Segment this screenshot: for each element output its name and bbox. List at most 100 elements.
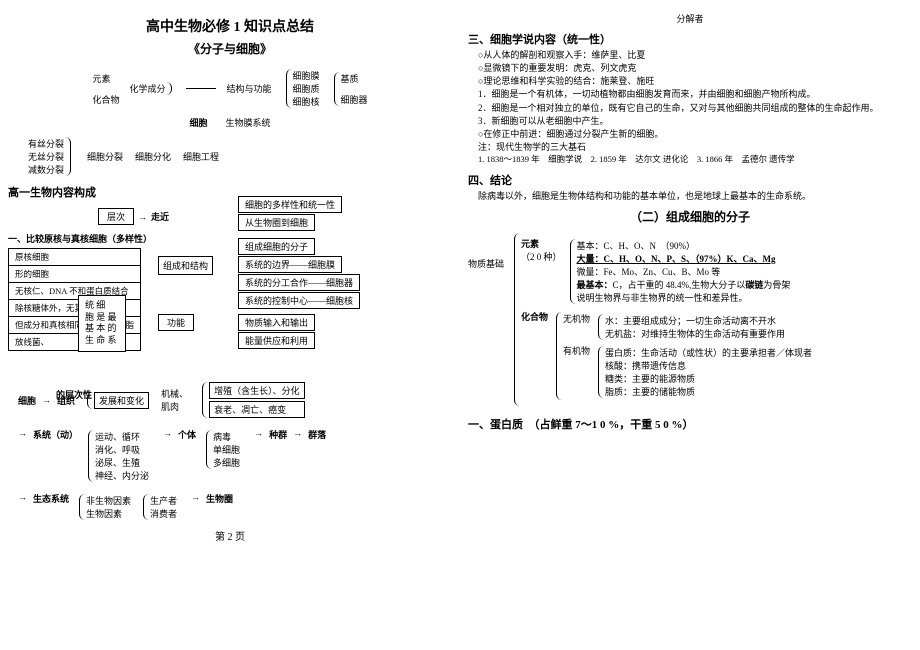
section-a: 高一生物内容构成: [8, 184, 452, 200]
box-biosphere: 从生物圈到细胞: [238, 214, 315, 231]
basic: 基本：C、H、O、N （90%）: [577, 239, 791, 252]
cell-eng: 细胞工程: [183, 150, 219, 163]
mech: 机械、: [161, 387, 188, 400]
elements-label-col: 元素 （2 0 种）: [521, 237, 562, 263]
sys1: 消化、呼吸: [95, 443, 149, 456]
box-boundary: 系统的边界——细胞膜: [238, 256, 342, 273]
ov-l2: 胞 是 最: [85, 312, 119, 324]
abiotic: 非生物因素: [86, 494, 131, 507]
walkin: 走近: [151, 210, 169, 223]
page-number: 第 2 页: [8, 528, 452, 543]
compound-label-r: 化合物: [521, 310, 548, 323]
bio-brace: 生产者 消费者: [143, 494, 177, 520]
organic: 有机物: [563, 344, 590, 357]
ov-l3: 基 本 的: [85, 323, 119, 335]
level-walkin: 层次 → 走近: [98, 208, 169, 225]
elements-count: （2 0 种）: [521, 250, 562, 263]
cell-bold: 细胞: [189, 116, 207, 129]
box-diversity: 细胞的多样性和统一性: [238, 196, 342, 213]
comp-struct: 组成和结构: [163, 261, 208, 271]
flow-area: 层次 → 走近 细胞的多样性和统一性 从生物圈到细胞 一、比较原核与真核细胞（多…: [8, 202, 452, 362]
r3-7: 注：现代生物学的三大基石: [478, 141, 912, 153]
sys2: 泌尿、生殖: [95, 456, 149, 469]
div-types: 有丝分裂 无丝分裂 减数分裂: [28, 137, 71, 176]
sec4-heading: 四、结论: [468, 172, 912, 188]
three-bases: 1. 1838～1839 年 细胞学说 2. 1859 年 达尔文 进化论 3.…: [478, 154, 912, 165]
biosphere: 生物圈: [206, 492, 233, 505]
sec-protein: 一、蛋白质 （占鲜重 7～1 0 %，干重 5 0 %）: [468, 416, 912, 432]
box-transport: 物质输入和输出: [238, 314, 315, 331]
r3-1: ○显微镜下的重要发明：虎克、列文虎克: [478, 62, 912, 74]
elements-label: 元素: [92, 72, 119, 85]
elements-brace: 基本：C、H、O、N （90%） 大量：C、H、O、N、P、S、（97%）K、C…: [570, 239, 791, 304]
trace: 微量：Fe、Mo、Zn、Cu、B、Mo 等: [577, 265, 791, 278]
mitosis: 有丝分裂: [28, 137, 64, 150]
decomposer: 分解者: [468, 12, 912, 25]
comp-struct-box: 组成和结构: [158, 256, 213, 275]
population: 种群: [269, 428, 287, 441]
chem-label: 化学成分: [129, 82, 165, 95]
ov-l4: 生 命 系: [85, 335, 119, 347]
brace-right: 基质 细胞器: [334, 72, 368, 106]
conclusion: 除病毒以外，细胞是生物体结构和功能的基本单位，也是地球上最基本的生命系统。: [478, 190, 912, 202]
sys-items: 运动、循环 消化、呼吸 泌尿、生殖 神经、内分泌: [88, 430, 149, 482]
struct-func: 结构与功能: [226, 82, 271, 95]
top-tree: 元素 化合物 化学成分 结构与功能 细胞膜 细胞质 细胞核 基质 细胞器: [8, 67, 452, 110]
producer: 生产者: [150, 494, 177, 507]
box-energy: 能量供应和利用: [238, 332, 315, 349]
elements-label-r: 元素: [521, 237, 562, 250]
membrane: 细胞膜: [293, 69, 320, 82]
r3-4: 2．细胞是一个相对独立的单位，既有它自己的生命，又对与其他细胞共同组成的整体的生…: [478, 102, 912, 114]
system: 系统（动）: [33, 428, 78, 441]
material-base: 物质基础: [468, 257, 504, 270]
part2-title: （二）组成细胞的分子: [468, 208, 912, 225]
inorganic: 无机物: [563, 312, 590, 325]
tissue-brace: 发展和变化: [87, 392, 149, 409]
overlay-vertical-box: 统 细 胞 是 最 基 本 的 生 命 系: [78, 295, 126, 352]
ov-l1: 统 细: [85, 300, 119, 312]
water: 水：主要组成成分；一切生命活动离不开水: [605, 314, 785, 327]
brace-struct: 细胞膜 细胞质 细胞核: [286, 69, 320, 108]
community: 群落: [308, 428, 326, 441]
sugar: 糖类：主要的能源物质: [605, 372, 812, 385]
matbase-col: 物质基础: [468, 257, 504, 270]
growth-brace: 增殖（含生长）、分化 衰老、凋亡、癌变: [202, 382, 305, 418]
matbase-brace: 元素 （2 0 种） 基本：C、H、O、N （90%） 大量：C、H、O、N、P…: [514, 233, 812, 406]
salt: 无机盐：对维持生物体的生命活动有重要作用: [605, 327, 785, 340]
right-page: 分解者 三、细胞学说内容（统一性） ○从人体的解剖和观察入手：维萨里、比夏 ○显…: [460, 0, 920, 650]
r3-0: ○从人体的解剖和观察入手：维萨里、比夏: [478, 49, 912, 61]
most-basic: 最基本：C，占干重的 48.4%,生物大分子以碳链为骨架: [577, 278, 791, 291]
compare-heading: 一、比较原核与真核细胞（多样性）: [8, 232, 152, 245]
protein: 蛋白质：生命活动（或性状）的主要承担者／体现者: [605, 346, 812, 359]
box-growth: 增殖（含生长）、分化: [209, 382, 305, 399]
major: 大量：C、H、O、N、P、S、（97%）K、Ca、Mg: [577, 252, 791, 265]
cytoplasm: 细胞质: [293, 82, 320, 95]
biotic: 生物因素: [86, 507, 131, 520]
sys3: 神经、内分泌: [95, 469, 149, 482]
sec3-heading: 三、细胞学说内容（统一性）: [468, 31, 912, 47]
level: 层次: [98, 208, 134, 225]
muscle: 肌肉: [161, 400, 188, 413]
grid-r0: 原核细胞: [9, 249, 141, 266]
na: 核酸：携带遗传信息: [605, 359, 812, 372]
biomembrane: 生物膜系统: [226, 116, 271, 129]
box-aging: 衰老、凋亡、癌变: [209, 401, 305, 418]
matrix: 基质: [341, 72, 368, 85]
amitosis: 无丝分裂: [28, 150, 64, 163]
r3-5: 3．新细胞可以从老细胞中产生。: [478, 115, 912, 127]
inorg-brace: 水：主要组成成分；一切生命活动离不开水 无机盐：对维持生物体的生命活动有重要作用: [598, 314, 785, 340]
org-brace: 蛋白质：生命活动（或性状）的主要承担者／体现者 核酸：携带遗传信息 糖类：主要的…: [598, 346, 812, 398]
consumer: 消费者: [150, 507, 177, 520]
virus: 病毒: [213, 430, 240, 443]
r3-6: ○在修正中前进：细胞通过分裂产生新的细胞。: [478, 128, 912, 140]
individual: 个体: [178, 428, 196, 441]
lipid: 脂质：主要的储能物质: [605, 385, 812, 398]
indiv-brace: 病毒 单细胞 多细胞: [206, 430, 240, 469]
grid-r1: 形的细胞: [9, 266, 141, 283]
subtitle: 《分子与细胞》: [8, 40, 452, 57]
meiosis: 减数分裂: [28, 163, 64, 176]
cell-row: 细胞 生物膜系统: [8, 116, 452, 129]
unicell: 单细胞: [213, 443, 240, 456]
ecosystem: 生态系统: [33, 492, 69, 505]
compound-brace: 无机物 水：主要组成成分；一切生命活动离不开水 无机盐：对维持生物体的生命活动有…: [556, 312, 812, 400]
